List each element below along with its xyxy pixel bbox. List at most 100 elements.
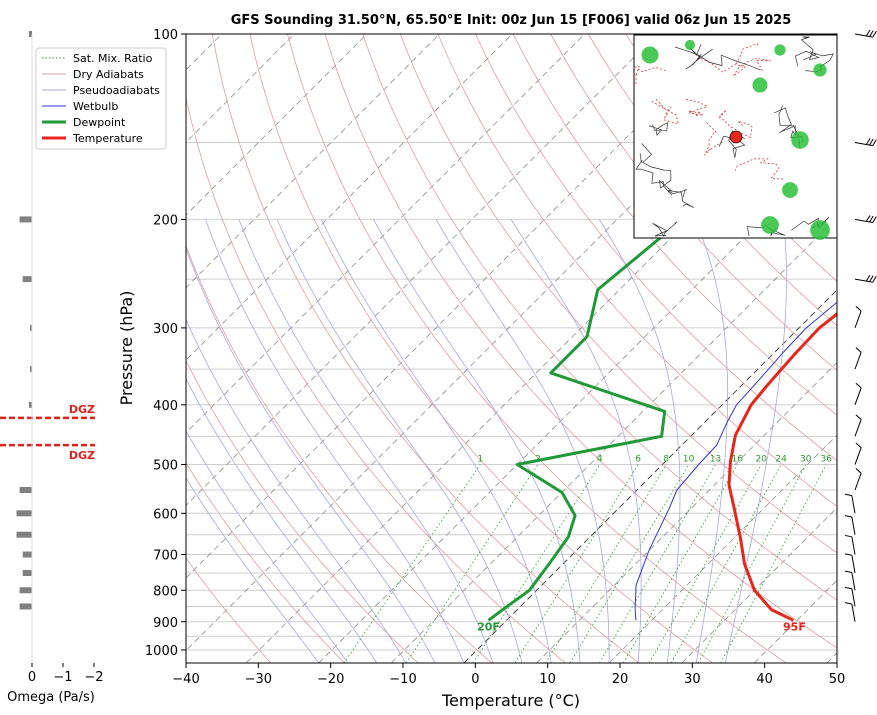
pseudoadiabat xyxy=(599,219,681,663)
wind-barb-flag xyxy=(865,138,871,145)
wind-barb xyxy=(854,352,862,370)
x-axis-label: Temperature (°C) xyxy=(441,691,580,710)
mixing-ratio-label: 36 xyxy=(821,455,833,465)
x-tick-label: 0 xyxy=(471,672,479,687)
omega-bar xyxy=(30,366,32,373)
isotherm xyxy=(186,34,440,289)
mixing-ratio-line xyxy=(343,464,481,663)
y-axis-label: Pressure (hPa) xyxy=(117,291,136,406)
series-wetbulb xyxy=(634,301,837,621)
dry-adiabat xyxy=(475,34,837,462)
pseudoadiabat xyxy=(186,247,436,663)
omega-bar xyxy=(22,569,32,576)
wind-barb-flag xyxy=(844,515,852,518)
x-tick-label: −40 xyxy=(172,672,199,687)
dry-adiabat xyxy=(211,34,640,663)
wind-barb xyxy=(854,472,862,491)
map-precip xyxy=(791,131,809,149)
x-axis-ticks: −40 −30 −20 −10 0 10 20 30 40 50 xyxy=(172,663,845,687)
mixing-ratio-label: 10 xyxy=(683,455,695,465)
omega-bar xyxy=(16,510,32,517)
dgz-label-top: DGZ xyxy=(69,403,95,416)
map-precip xyxy=(684,39,696,51)
y-tick-label: 100 xyxy=(153,28,178,43)
pseudoadiabat xyxy=(724,219,787,663)
isotherm xyxy=(463,289,837,663)
x-tick-label: 10 xyxy=(539,672,556,687)
mixing-ratio-line xyxy=(697,464,807,663)
mixing-ratio-label: 30 xyxy=(800,455,812,465)
map-contour xyxy=(674,46,761,71)
map-contours xyxy=(635,36,834,240)
wind-barb-flag xyxy=(844,570,852,574)
wind-barb-flag xyxy=(844,534,852,538)
isotherm xyxy=(186,34,586,434)
dry-adiabat xyxy=(550,34,837,371)
wind-barb xyxy=(854,310,862,329)
dry-adiabat xyxy=(512,34,837,416)
wind-barb-flag xyxy=(844,586,852,590)
map-precip xyxy=(774,44,786,56)
pseudoadiabat xyxy=(186,477,320,663)
omega-tick-label: −1 xyxy=(53,670,72,685)
dry-adiabat xyxy=(399,34,837,554)
series-temperature xyxy=(727,312,837,622)
omega-bar xyxy=(19,587,32,594)
mixing-ratio-label: 8 xyxy=(663,455,669,465)
pseudoadiabat xyxy=(373,219,581,663)
x-tick-label: 40 xyxy=(756,672,773,687)
map-contour xyxy=(704,122,723,156)
mixing-ratio-line xyxy=(514,464,639,663)
y-tick-label: 200 xyxy=(153,213,178,228)
dry-adiabat xyxy=(362,34,837,601)
surface-temperature-label: 95F xyxy=(783,620,806,633)
dry-adiabat xyxy=(287,34,787,663)
x-tick-label: −20 xyxy=(317,672,344,687)
wind-barb xyxy=(851,572,856,591)
wind-barb xyxy=(851,516,856,535)
isotherm xyxy=(186,34,731,579)
pseudoadiabat xyxy=(205,219,465,663)
mixing-ratio-line xyxy=(720,464,827,663)
map-precip xyxy=(782,182,798,198)
wind-barb xyxy=(851,536,856,555)
wind-barb-flag xyxy=(855,442,862,448)
map-precip xyxy=(813,63,827,77)
wind-barb-flag xyxy=(865,274,871,282)
map-contour xyxy=(685,44,713,70)
map-precip xyxy=(752,77,768,93)
map-precip xyxy=(761,216,779,234)
mixing-ratio-label: 13 xyxy=(710,455,721,465)
wind-barb-flag xyxy=(855,382,862,389)
omega-bar xyxy=(22,276,32,283)
omega-bar xyxy=(16,531,32,538)
wind-barb xyxy=(854,387,862,406)
omega-bar xyxy=(19,487,32,494)
pseudoadiabat xyxy=(510,219,642,663)
map-contour xyxy=(700,43,759,73)
omega-bar xyxy=(19,603,32,610)
wind-barb xyxy=(851,603,856,622)
omega-axis-label: Omega (Pa/s) xyxy=(7,690,95,705)
wind-barb-flag xyxy=(865,215,871,222)
location-marker xyxy=(729,130,743,144)
wind-barb-flag xyxy=(872,275,877,283)
series-dewpoint xyxy=(487,102,837,622)
omega-bar xyxy=(19,216,32,223)
wind-barb xyxy=(851,555,856,574)
mixing-ratio-line xyxy=(405,464,539,663)
dry-adiabat xyxy=(186,557,272,663)
wind-barb-flag xyxy=(855,347,862,353)
map-contour xyxy=(732,57,771,77)
legend-entry: Temperature xyxy=(72,132,143,145)
omega-tick-label: −2 xyxy=(84,670,103,685)
wind-barb-flag xyxy=(855,414,862,420)
legend-entry: Wetbulb xyxy=(73,100,118,113)
pseudoadiabat xyxy=(276,219,523,663)
chart-title: GFS Sounding 31.50°N, 65.50°E Init: 00z … xyxy=(231,13,792,28)
wind-barb xyxy=(851,588,856,607)
map-contour xyxy=(685,98,709,117)
y-tick-label: 900 xyxy=(153,616,178,631)
pseudoadiabat xyxy=(186,318,407,663)
